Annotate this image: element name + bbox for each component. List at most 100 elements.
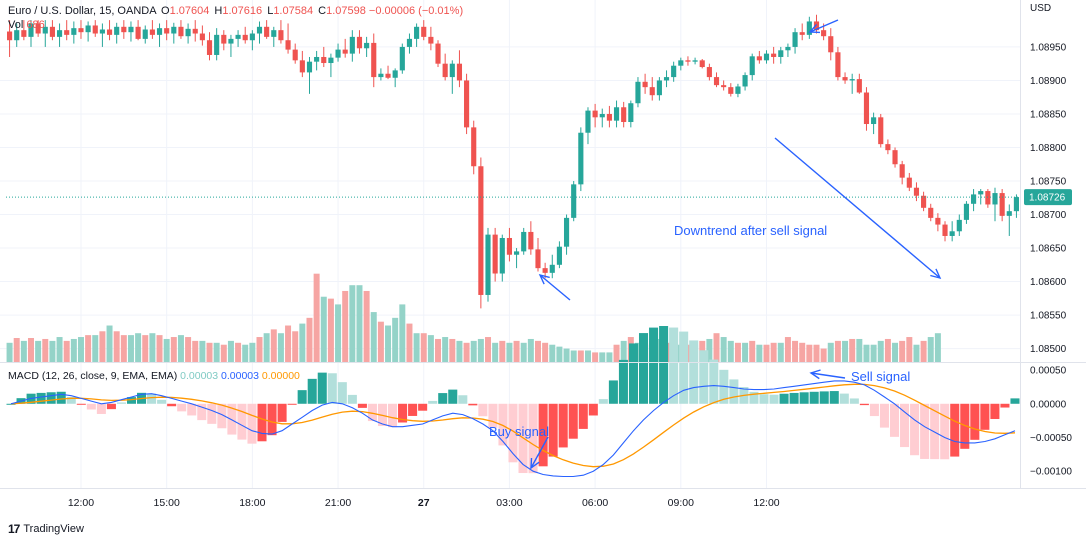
volume-bar [42,338,49,362]
volume-bar [299,323,306,362]
volume-bar [934,333,941,362]
candle-body [485,234,491,295]
volume-bar [435,338,442,362]
candle-body [592,110,598,118]
candle-body [628,103,634,123]
candle-body [971,194,977,204]
volume-bar [584,350,591,362]
macd-hist-bar [920,403,930,459]
tradingview-brand[interactable]: 17 TradingView [8,522,84,536]
macd-hist-bar [819,391,829,404]
volume-bar [592,352,599,362]
macd-lines [10,380,1016,478]
candle-body [371,42,377,78]
candle-body [513,251,520,255]
signal-line [10,383,1016,468]
volume-bar [313,273,320,362]
volume-bar [849,338,856,362]
downtrend-arrow [774,137,941,279]
candle-body [763,53,770,61]
candle-body [135,26,141,39]
volume-bar [734,342,741,362]
candle-body [635,81,641,104]
volume-bar [742,342,749,362]
volume-bar [363,290,370,362]
macd-hist-bar [287,403,297,405]
volume-bar [6,342,13,362]
volume-bar [727,340,734,362]
macd-hist-bar [608,380,618,404]
volume-bar [834,340,841,362]
volume-bar [477,338,484,362]
currency-label: USD [1030,3,1051,14]
candle-body [671,65,677,78]
candle-body [406,38,413,47]
time-tick-label: 06:00 [582,497,608,509]
candle-body [142,29,148,39]
volume-bar [327,298,334,362]
macd-hist-bar [628,343,638,404]
candle-body [563,217,570,247]
volume-bar [35,340,42,362]
macd-hist-bar [227,403,237,435]
candle-body [828,36,834,53]
volume-bar [606,352,613,362]
candle-body [521,231,527,252]
candle-body [549,264,555,273]
candle-body [156,28,163,35]
macd-hist-bar [910,403,920,456]
candle-body [706,67,712,78]
volume-bar [756,344,763,362]
volume-bar [749,340,756,362]
volume-bar [270,329,277,362]
candle-body [735,86,741,94]
candle-body [999,193,1005,216]
candle-body [35,23,41,34]
price-tick-label: 1.08700 [1030,210,1067,221]
volume-bar [877,340,884,362]
macd-hist-bar [106,403,116,410]
volume-bar [27,338,34,362]
macd-hist-bar [488,403,498,428]
macd-tick-label: −0.00050 [1030,433,1072,444]
volume-bar [63,340,70,362]
volume-bars [6,273,941,362]
macd-hist-bar [930,403,940,460]
macd-hist-bar [578,403,588,429]
volume-bar [713,333,720,362]
macd-hist-bar [769,394,779,404]
volume-bar [370,312,377,362]
candle-body [442,63,448,78]
candle-body [399,46,405,71]
price-tick-label: 1.08750 [1030,177,1067,188]
volume-bar [799,342,806,362]
volume-bar [784,337,791,362]
volume-bar [777,342,784,362]
candle-body [785,46,791,51]
macd-hist-bar [679,331,689,404]
volume-bar [177,335,184,362]
volume-bar [56,337,63,362]
candle-body [885,144,891,151]
candle-body [185,28,191,37]
volume-bar [570,350,577,362]
macd-legend: MACD (12, 26, close, 9, EMA, EMA) 0.0000… [8,369,300,383]
candle-body [578,132,584,185]
macd-hist-bar [839,393,849,404]
macd-hist-bar [869,403,879,417]
volume-bar [577,350,584,362]
candle-body [256,26,263,34]
macd-hist-bar [197,403,207,421]
macd-hist-bar [157,399,167,404]
macd-hist-bar [970,403,980,440]
macd-hist-bar [76,403,86,405]
macd-line-value: 0.00003 [221,370,259,382]
macd-hist-bar [267,403,277,436]
macd-hist-bar [257,403,267,442]
macd-tick-label: −0.00100 [1030,467,1072,478]
macd-hist-bar [538,403,548,467]
candle-body [728,87,734,94]
volume-bar [563,348,570,362]
candle-body [949,231,955,236]
